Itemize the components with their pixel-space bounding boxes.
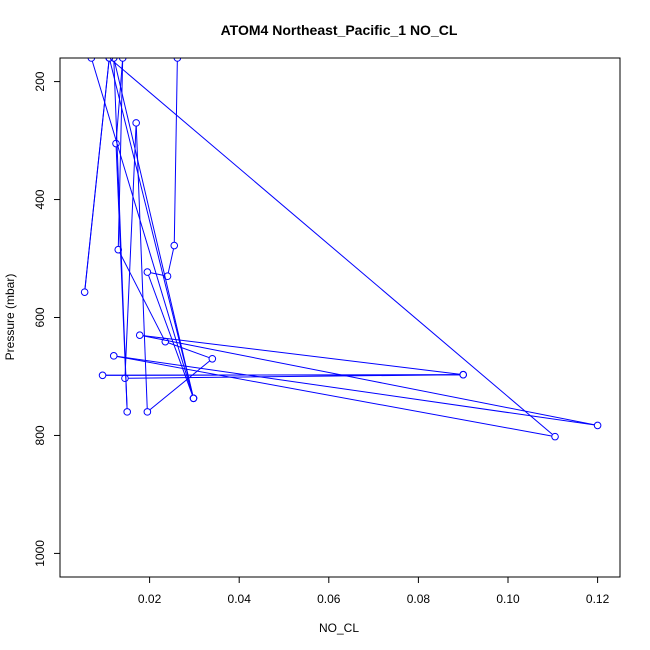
data-point — [121, 374, 129, 383]
data-point — [135, 331, 144, 339]
data-point — [551, 432, 559, 441]
series-line-segment — [117, 355, 552, 437]
data-series — [80, 58, 602, 441]
series-line-segment — [124, 126, 137, 375]
data-point — [170, 241, 179, 250]
data-point — [132, 119, 140, 127]
data-point — [189, 394, 198, 403]
x-tick-label: 0.12 — [586, 592, 610, 606]
series-line-segment — [168, 342, 210, 359]
series-line-segment — [111, 59, 553, 435]
data-point — [109, 352, 118, 360]
y-tick-label: 400 — [33, 189, 47, 209]
series-line-segment — [109, 61, 194, 396]
series-line-segment — [114, 61, 194, 396]
series-line-segment — [150, 272, 165, 277]
series-line-segment — [119, 252, 165, 339]
x-tick-label: 0.02 — [138, 592, 162, 606]
data-point — [459, 370, 468, 379]
data-point — [593, 421, 602, 430]
y-axis: 200 400 600 800 1000 — [33, 71, 60, 567]
series-line-segment — [135, 126, 148, 409]
x-axis: 0.02 0.04 0.06 0.08 0.10 0.12 — [138, 577, 610, 606]
x-tick-label: 0.08 — [407, 592, 431, 606]
series-line-segment — [148, 275, 193, 396]
series-line-segment — [84, 61, 110, 289]
x-tick-label: 0.06 — [317, 592, 341, 606]
plot-area — [80, 58, 602, 441]
y-tick-label: 600 — [33, 307, 47, 327]
y-axis-label: Pressure (mbar) — [3, 274, 17, 361]
series-line-segment — [143, 335, 595, 426]
series-line-segment — [149, 360, 210, 411]
x-axis-label: NO_CL — [319, 621, 359, 635]
data-point — [98, 371, 107, 380]
data-point — [163, 272, 172, 281]
data-point — [112, 139, 120, 148]
y-tick-label: 800 — [33, 425, 47, 445]
data-point — [208, 354, 217, 363]
x-tick-label: 0.04 — [228, 592, 252, 606]
data-point — [161, 337, 170, 346]
series-line-segment — [167, 248, 174, 273]
data-point — [114, 245, 123, 254]
data-point — [143, 268, 152, 276]
y-tick-label: 200 — [33, 71, 47, 91]
x-tick-label: 0.10 — [496, 592, 520, 606]
series-line-segment — [173, 61, 178, 243]
series-line-segment — [91, 61, 193, 396]
series-line-segment — [128, 374, 460, 379]
y-tick-label: 1000 — [33, 540, 47, 567]
data-point — [143, 408, 152, 416]
series-line-segment — [117, 355, 595, 426]
series-line-segment — [143, 335, 460, 375]
series-line-segment — [106, 374, 460, 376]
data-point — [123, 408, 131, 416]
chart-title: ATOM4 Northeast_Pacific_1 NO_CL — [221, 22, 458, 38]
data-point — [80, 288, 89, 296]
